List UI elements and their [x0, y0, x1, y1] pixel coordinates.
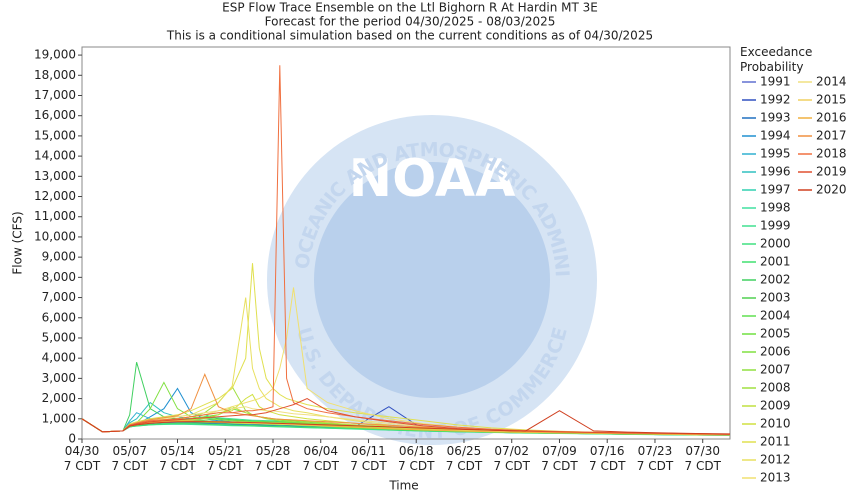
y-tick-label: 18,000 — [34, 68, 76, 82]
y-tick-label: 12,000 — [34, 189, 76, 203]
y-tick-label: 5,000 — [42, 330, 76, 344]
legend-label: 1997 — [760, 183, 791, 197]
y-tick-label: 14,000 — [34, 149, 76, 163]
legend-label: 1993 — [760, 111, 791, 125]
legend-label: 2015 — [816, 93, 847, 107]
x-tick-label: 07/30 7 CDT — [685, 444, 722, 473]
legend-label: 2019 — [816, 165, 847, 179]
x-axis-label: Time — [388, 479, 418, 493]
x-tick-label: 07/09 7 CDT — [541, 444, 578, 473]
y-tick-label: 15,000 — [34, 128, 76, 142]
y-tick-label: 19,000 — [34, 48, 76, 62]
legend-label: 2009 — [760, 399, 791, 413]
y-tick-label: 13,000 — [34, 169, 76, 183]
y-tick-label: 8,000 — [42, 270, 76, 284]
x-tick-label: 06/04 7 CDT — [303, 444, 340, 473]
y-tick-label: 0 — [68, 432, 76, 446]
legend-label: 2007 — [760, 363, 791, 377]
y-tick-label: 9,000 — [42, 250, 76, 264]
legend-label: 1999 — [760, 219, 791, 233]
chart-subtitle: Forecast for the period 04/30/2025 - 08/… — [265, 15, 556, 29]
x-tick-label: 06/25 7 CDT — [446, 444, 483, 473]
plot-area — [81, 46, 731, 440]
x-tick-label: 07/02 7 CDT — [494, 444, 531, 473]
watermark: NOAA NATIONAL OCEANIC AND ATMOSPHERIC AD… — [0, 0, 597, 445]
legend-label: 2001 — [760, 255, 791, 269]
x-tick-label: 05/28 7 CDT — [255, 444, 292, 473]
legend-label: 2005 — [760, 327, 791, 341]
legend-label: 2018 — [816, 147, 847, 161]
legend-label: 2011 — [760, 435, 791, 449]
legend-label: 2003 — [760, 291, 791, 305]
watermark-logo: NOAA — [349, 149, 516, 209]
x-tick-label: 05/21 7 CDT — [207, 444, 244, 473]
y-axis-label: Flow (CFS) — [11, 211, 25, 274]
series-line — [81, 410, 731, 435]
x-tick-label: 06/11 7 CDT — [350, 444, 387, 473]
legend-label: 2008 — [760, 381, 791, 395]
legend-label: 1994 — [760, 129, 791, 143]
legend-label: 2006 — [760, 345, 791, 359]
legend-label: 2002 — [760, 273, 791, 287]
legend-label: 2020 — [816, 183, 847, 197]
y-tick-label: 10,000 — [34, 229, 76, 243]
legend-label: 1998 — [760, 201, 791, 215]
x-tick-label: 05/14 7 CDT — [159, 444, 196, 473]
y-tick-label: 3,000 — [42, 371, 76, 385]
y-tick-label: 2,000 — [42, 391, 76, 405]
y-tick-label: 11,000 — [34, 209, 76, 223]
chart-annotation: This is a conditional simulation based o… — [166, 29, 653, 43]
legend-label: 2013 — [760, 471, 791, 485]
x-tick-label: 05/07 7 CDT — [112, 444, 149, 473]
legend-title: Exceedance Probability — [740, 45, 812, 74]
series-line — [81, 398, 731, 435]
legend-label: 2016 — [816, 111, 847, 125]
x-tick-label: 04/30 7 CDT — [64, 444, 101, 473]
legend-label: 2000 — [760, 237, 791, 251]
legend-label: 1995 — [760, 147, 791, 161]
legend-label: 2017 — [816, 129, 847, 143]
legend-label: 1996 — [760, 165, 791, 179]
legend-label: 1992 — [760, 93, 791, 107]
y-tick-label: 17,000 — [34, 88, 76, 102]
legend-label: 1991 — [760, 75, 791, 89]
y-tick-label: 4,000 — [42, 351, 76, 365]
y-tick-label: 16,000 — [34, 108, 76, 122]
y-tick-label: 1,000 — [42, 411, 76, 425]
watermark-inner — [314, 162, 550, 398]
legend-label: 2010 — [760, 417, 791, 431]
chart-title: ESP Flow Trace Ensemble on the Ltl Bigho… — [222, 1, 598, 15]
y-tick-label: 7,000 — [42, 290, 76, 304]
x-tick-label: 07/23 7 CDT — [637, 444, 674, 473]
legend-label: 2014 — [816, 75, 847, 89]
x-tick-label: 06/18 7 CDT — [398, 444, 435, 473]
y-tick-label: 6,000 — [42, 310, 76, 324]
legend-label: 2012 — [760, 453, 791, 467]
x-tick-label: 07/16 7 CDT — [589, 444, 626, 473]
legend-label: 2004 — [760, 309, 791, 323]
